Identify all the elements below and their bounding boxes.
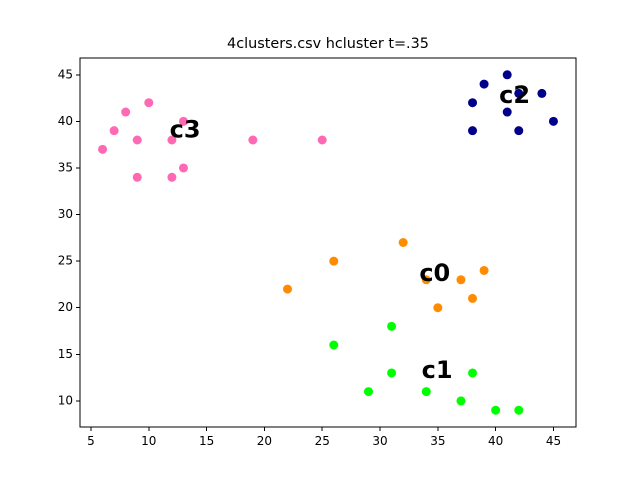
data-point [514, 405, 524, 415]
x-tick-label: 40 [488, 434, 503, 448]
data-point [132, 172, 142, 182]
x-tick-label: 10 [141, 434, 156, 448]
data-point [548, 116, 558, 126]
data-point [491, 405, 501, 415]
data-point [283, 284, 293, 294]
chart-title: 4clusters.csv hcluster t=.35 [227, 36, 429, 52]
data-point [479, 79, 489, 89]
data-point [178, 163, 188, 173]
data-points [98, 70, 558, 415]
data-point [132, 135, 142, 145]
data-point [468, 98, 478, 108]
data-point [387, 368, 397, 378]
plot-area-frame [79, 57, 577, 428]
cluster-label: c0 [419, 259, 450, 287]
data-point [167, 135, 177, 145]
data-point [502, 70, 512, 80]
data-point [502, 107, 512, 117]
data-point [514, 88, 524, 98]
data-point [421, 387, 431, 397]
x-tick-label: 20 [257, 434, 272, 448]
y-tick-label: 20 [58, 300, 73, 314]
y-tick-label: 45 [58, 67, 73, 81]
data-point [317, 135, 327, 145]
data-point [109, 126, 119, 136]
x-tick-label: 5 [87, 434, 95, 448]
x-tick-label: 35 [430, 434, 445, 448]
data-point [537, 88, 547, 98]
y-axis: 10 15 20 25 30 35 40 45 [58, 67, 80, 407]
y-tick-label: 40 [58, 114, 73, 128]
data-point [514, 126, 524, 136]
data-point [363, 387, 373, 397]
data-point [387, 321, 397, 331]
data-point [329, 256, 339, 266]
y-tick-label: 25 [58, 254, 73, 268]
y-tick-label: 15 [58, 347, 73, 361]
y-tick-label: 10 [58, 393, 73, 407]
x-tick-label: 15 [199, 434, 214, 448]
data-point [433, 303, 443, 313]
data-point [468, 293, 478, 303]
cluster-label: c2 [499, 81, 530, 109]
data-point [421, 275, 431, 285]
x-tick-label: 30 [372, 434, 387, 448]
data-point [167, 172, 177, 182]
x-tick-label: 45 [546, 434, 561, 448]
cluster-labels: c0 c1 c2 c3 [170, 81, 530, 384]
data-point [479, 265, 489, 275]
data-point [248, 135, 258, 145]
data-point [456, 275, 466, 285]
data-point [121, 107, 131, 117]
y-tick-label: 35 [58, 160, 73, 174]
x-axis: 5 10 15 20 25 30 35 40 45 [87, 427, 561, 448]
cluster-label: c1 [422, 356, 453, 384]
data-point [468, 126, 478, 136]
data-point [329, 340, 339, 350]
data-point [178, 116, 188, 126]
data-point [98, 144, 108, 154]
y-tick-label: 30 [58, 207, 73, 221]
x-tick-label: 25 [315, 434, 330, 448]
cluster-label: c3 [170, 116, 201, 144]
data-point [468, 368, 478, 378]
data-point [398, 238, 408, 247]
data-point [456, 396, 466, 406]
data-point [144, 98, 154, 108]
